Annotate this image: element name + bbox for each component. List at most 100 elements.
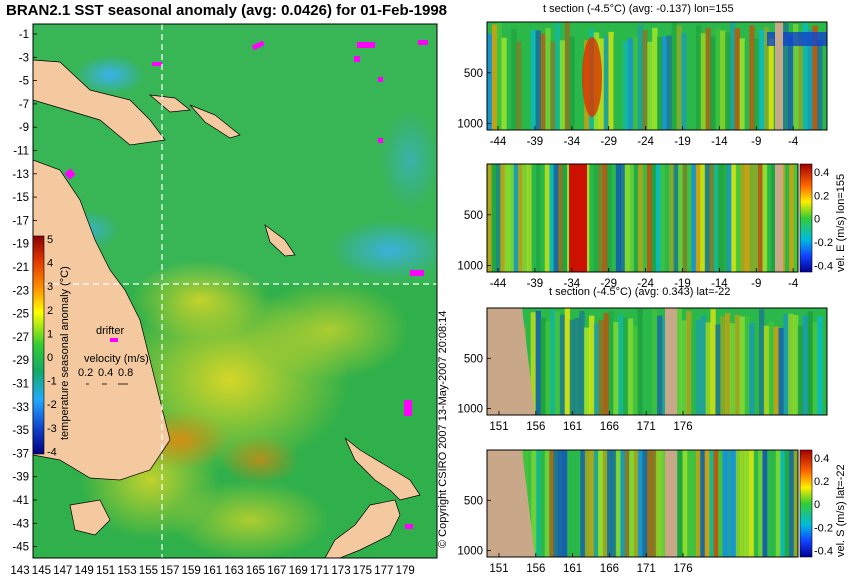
section-streak [753,450,759,557]
section-streak [778,327,784,415]
map-lon-label: 169 [289,565,308,577]
section-streak [807,311,813,415]
section-colorbar-tick: -0.4 [814,260,833,272]
section-streak [657,315,663,415]
section-streak [686,450,692,557]
section-streak [704,164,710,272]
new-britain [148,94,191,113]
section-streak [589,450,595,557]
drifters [64,40,428,529]
section-streak [638,164,643,272]
map-colorbar-ramp [32,235,45,455]
section-streak [496,23,503,130]
section-streak [740,164,746,272]
section-colorbar-tick: -0.2 [814,522,833,534]
map-lon-label: 165 [246,565,265,577]
section-streak [700,33,707,130]
section-streak [540,33,546,131]
section-streak [530,29,537,131]
section-streak [722,450,728,557]
map-lat-label: -13 [12,169,29,181]
section-strong-current [569,164,587,272]
section-streak [606,450,612,557]
section-streak [729,323,736,415]
section-streak [734,314,741,415]
section-streak [700,164,706,272]
map-colorbar-tick: -1 [47,376,57,388]
section-streak [562,450,568,557]
section-streak [720,316,726,415]
section-streak [789,450,795,557]
section-panel-4: 500 1000 151 156 161 166 171 176 0.4 0.2 0 -0.2 -0.4… [457,449,847,575]
section-streak [564,308,571,415]
section-streak [720,30,726,130]
map-lat-label: -23 [12,285,29,297]
section-streak [709,450,715,557]
section-streak [783,314,789,415]
map-lat-label: -45 [12,542,29,554]
section-streak [629,164,635,272]
map-lon-label: 179 [396,565,415,577]
map-lat-label: -27 [12,332,29,344]
map-lat-label: -21 [12,262,29,274]
section-streak [709,164,715,272]
map-lat-label: -37 [12,448,29,460]
section-panel-1: 500 1000 -44 -39 -34 -29 -24 -19 -14 -9 -4 [457,21,828,148]
new-zealand-south [324,499,401,558]
section-panel-3: 500 1000 151 156 161 166 171 176 [457,307,828,433]
section-streak [608,31,614,130]
section-streak [629,450,635,557]
section-streak [666,35,673,130]
section-streak [758,164,763,272]
section-streak [574,32,580,130]
map-lon-label: 163 [224,565,243,577]
map-lat-label: -5 [19,76,29,88]
section-seafloor [665,450,677,557]
section-streak [564,22,571,130]
section-streak [715,28,721,131]
section-streak [749,164,755,272]
section-streak [633,450,639,557]
section-streak [540,450,546,557]
section-x-label: 151 [489,563,508,575]
section-streak [673,164,679,272]
map-lon-label: 145 [32,565,51,577]
section-streak [620,164,626,272]
section-streak [611,164,617,272]
section-streak [602,450,608,557]
section-streak [584,164,590,272]
section-streak [555,22,561,131]
section-streak [553,450,559,557]
map-lat-label: -11 [13,146,29,158]
section-streak [642,30,648,131]
map-panel [33,24,437,558]
map-lat-label: -29 [12,355,29,367]
section-streak [768,38,775,130]
section-streak [713,450,719,557]
section-x-label: -29 [600,136,617,148]
section-streak [615,164,621,272]
section-streak [735,450,741,557]
map-lat-label: -9 [19,122,29,134]
section-streak [501,37,507,130]
section-seafloor [487,450,535,557]
map-colorbar-tick: -2 [47,399,57,411]
section-streak [780,450,786,557]
map-colorbar-tick: -4 [47,446,57,458]
map-lon-label: 155 [139,565,158,577]
section-streak [695,450,701,557]
section-streak [646,164,652,272]
section-streak [603,35,609,130]
section-streak [487,33,493,130]
map-lat-label: -17 [12,215,29,227]
section-streak [753,164,759,272]
section-streak [740,450,746,557]
section-streak [759,309,765,415]
section-streak [491,24,498,131]
section-streak [710,36,716,130]
section-streak [566,450,572,557]
section-streak [691,450,697,557]
section-streak [545,27,551,130]
section-streak [754,38,760,131]
section-streak [632,326,639,415]
